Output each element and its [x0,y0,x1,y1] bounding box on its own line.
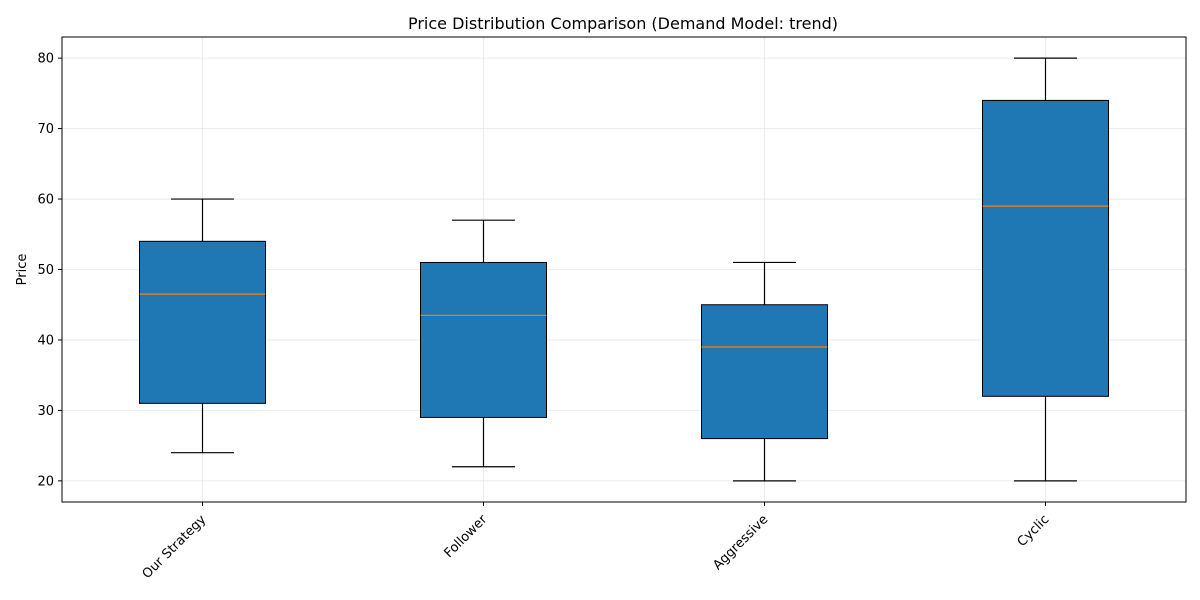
y-tick-label: 50 [37,263,54,278]
y-tick-label: 40 [37,333,54,348]
y-tick-label: 60 [37,193,54,208]
iqr-box [420,261,547,418]
iqr-box [701,304,828,440]
y-tick-label: 30 [37,404,54,419]
y-tick-label: 70 [37,122,54,137]
x-tick-label: Our Strategy [140,512,210,582]
y-tick-label: 80 [37,52,54,67]
x-tick-label: Cyclic [1015,512,1053,550]
y-axis-label: Price [15,254,30,286]
y-axis-ticks: 20 30 40 50 60 70 80 [37,52,62,489]
iqr-box [139,240,266,404]
boxes [139,57,1109,482]
box-group-aggressive [701,261,828,482]
box-group-follower [420,219,547,468]
box-group-cyclic [982,57,1109,482]
x-tick-label: Follower [441,512,490,561]
x-tick-label: Aggressive [710,512,771,573]
box-group-our-strategy [139,198,266,454]
y-tick-label: 20 [37,474,54,489]
iqr-box [982,99,1109,397]
chart-title: Price Distribution Comparison (Demand Mo… [408,14,838,33]
x-axis-ticks: Our Strategy Follower Aggressive Cyclic [140,502,1053,582]
